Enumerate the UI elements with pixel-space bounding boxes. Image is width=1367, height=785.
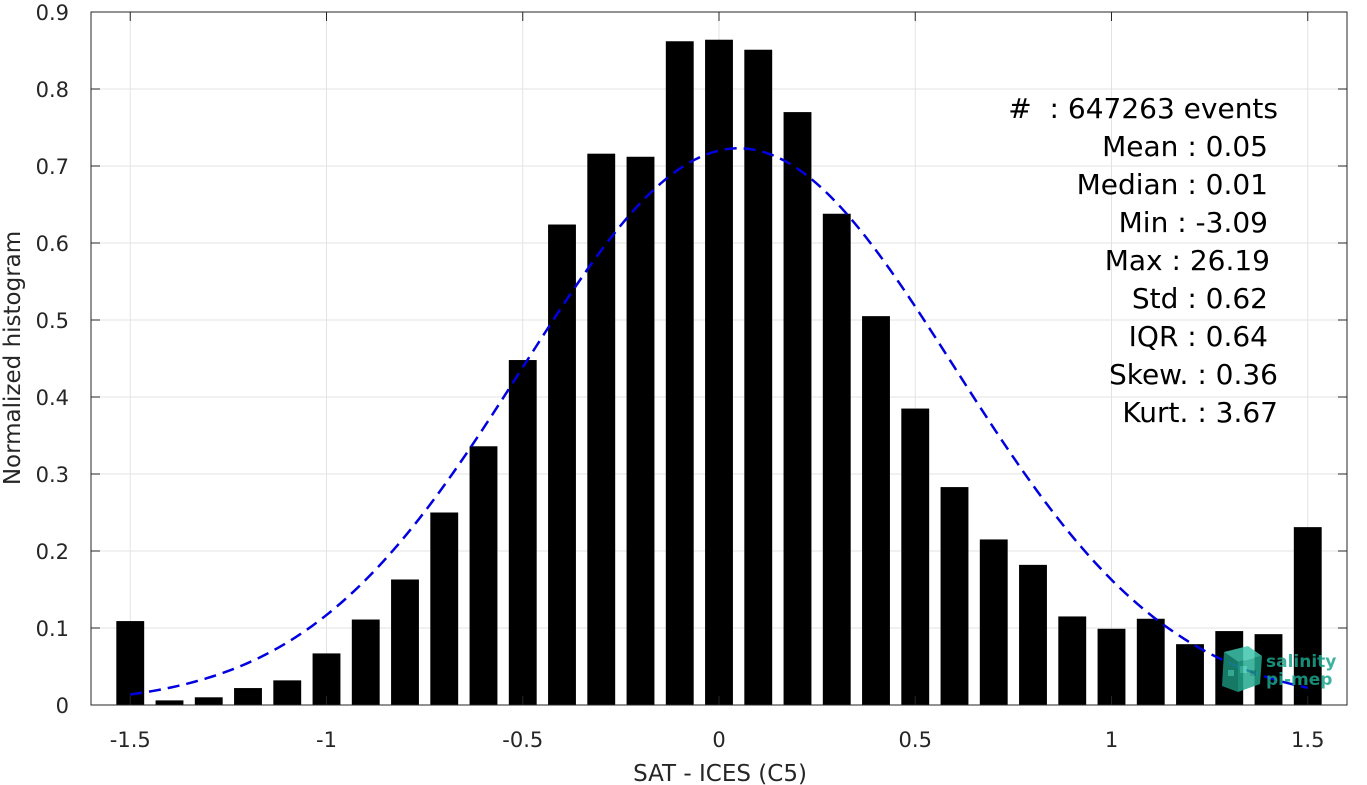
histogram-bar (1136, 618, 1165, 705)
histogram-bar (351, 619, 380, 705)
stat-events: # : 647263 events (1008, 92, 1278, 125)
histogram-bar (822, 213, 851, 706)
y-tick-label: 0.5 (36, 309, 69, 333)
histogram-bar (1097, 628, 1126, 705)
salinity-pimep-logo: salinity pi-mep (1222, 646, 1336, 692)
y-tick-label: 0.1 (36, 617, 69, 641)
histogram-bar (783, 112, 812, 706)
x-tick-label: -0.5 (502, 728, 543, 752)
y-tick-label: 0.9 (36, 1, 69, 25)
stat-iqr: IQR : 0.64 (1129, 320, 1268, 353)
x-tick-label: 1 (1105, 728, 1118, 752)
histogram-bar (391, 579, 419, 705)
stat-min: Min : -3.09 (1119, 206, 1268, 239)
y-axis-label: Normalized histogram (0, 231, 26, 485)
histogram-bar (665, 41, 694, 705)
x-tick-label: -1 (316, 728, 337, 752)
bars (116, 39, 1322, 706)
histogram-bar (901, 408, 930, 705)
histogram-bar (273, 680, 302, 705)
stats-box: # : 647263 events Mean : 0.05 Median : 0… (1008, 92, 1278, 429)
histogram-bar (1058, 616, 1087, 705)
histogram-bar (194, 697, 223, 705)
gaussian-fit-curve (130, 147, 1309, 696)
ticks (91, 11, 1347, 706)
stat-skew: Skew. : 0.36 (1109, 358, 1278, 391)
x-tick-label: 0 (712, 728, 725, 752)
histogram-bar (705, 39, 733, 706)
histogram-bar (979, 539, 1008, 705)
y-tick-label: 0.7 (36, 155, 69, 179)
stat-median: Median : 0.01 (1077, 168, 1268, 201)
y-tick-labels: 0 0.1 0.2 0.3 0.4 0.5 0.6 0.7 0.8 0.9 (36, 1, 69, 718)
y-tick-label: 0 (56, 694, 69, 718)
histogram-bar (1176, 644, 1204, 705)
histogram-bar (469, 446, 498, 705)
cube-icon (1222, 646, 1262, 692)
x-tick-label: -1.5 (110, 728, 151, 752)
y-tick-label: 0.3 (36, 463, 69, 487)
histogram-bar (940, 487, 969, 705)
histogram-bar (744, 49, 773, 706)
x-axis-label: SAT - ICES (C5) (633, 761, 807, 785)
logo-line1: salinity (1266, 652, 1336, 672)
y-tick-label: 0.4 (36, 386, 69, 410)
histogram-bar (508, 360, 537, 705)
histogram-bar (862, 316, 890, 705)
histogram-bar (1293, 527, 1322, 705)
histogram-bar (155, 700, 184, 705)
histogram-bar (116, 621, 145, 705)
y-tick-label: 0.8 (36, 78, 69, 102)
histogram-bar (587, 153, 616, 705)
histogram-bar (626, 156, 655, 705)
x-tick-labels: -1.5 -1 -0.5 0 0.5 1 1.5 (110, 728, 1325, 752)
histogram-bar (1019, 564, 1047, 705)
stat-kurt: Kurt. : 3.67 (1122, 396, 1278, 429)
stat-max: Max : 26.19 (1105, 244, 1270, 277)
x-tick-label: 1.5 (1291, 728, 1324, 752)
histogram-bar (548, 224, 576, 705)
stat-mean: Mean : 0.05 (1102, 130, 1268, 163)
histogram-bar (430, 512, 459, 705)
y-tick-label: 0.2 (36, 540, 69, 564)
logo-line2: pi-mep (1266, 670, 1332, 690)
x-tick-label: 0.5 (899, 728, 932, 752)
stat-std: Std : 0.62 (1132, 282, 1268, 315)
y-tick-label: 0.6 (36, 232, 69, 256)
histogram-bar (234, 688, 262, 705)
